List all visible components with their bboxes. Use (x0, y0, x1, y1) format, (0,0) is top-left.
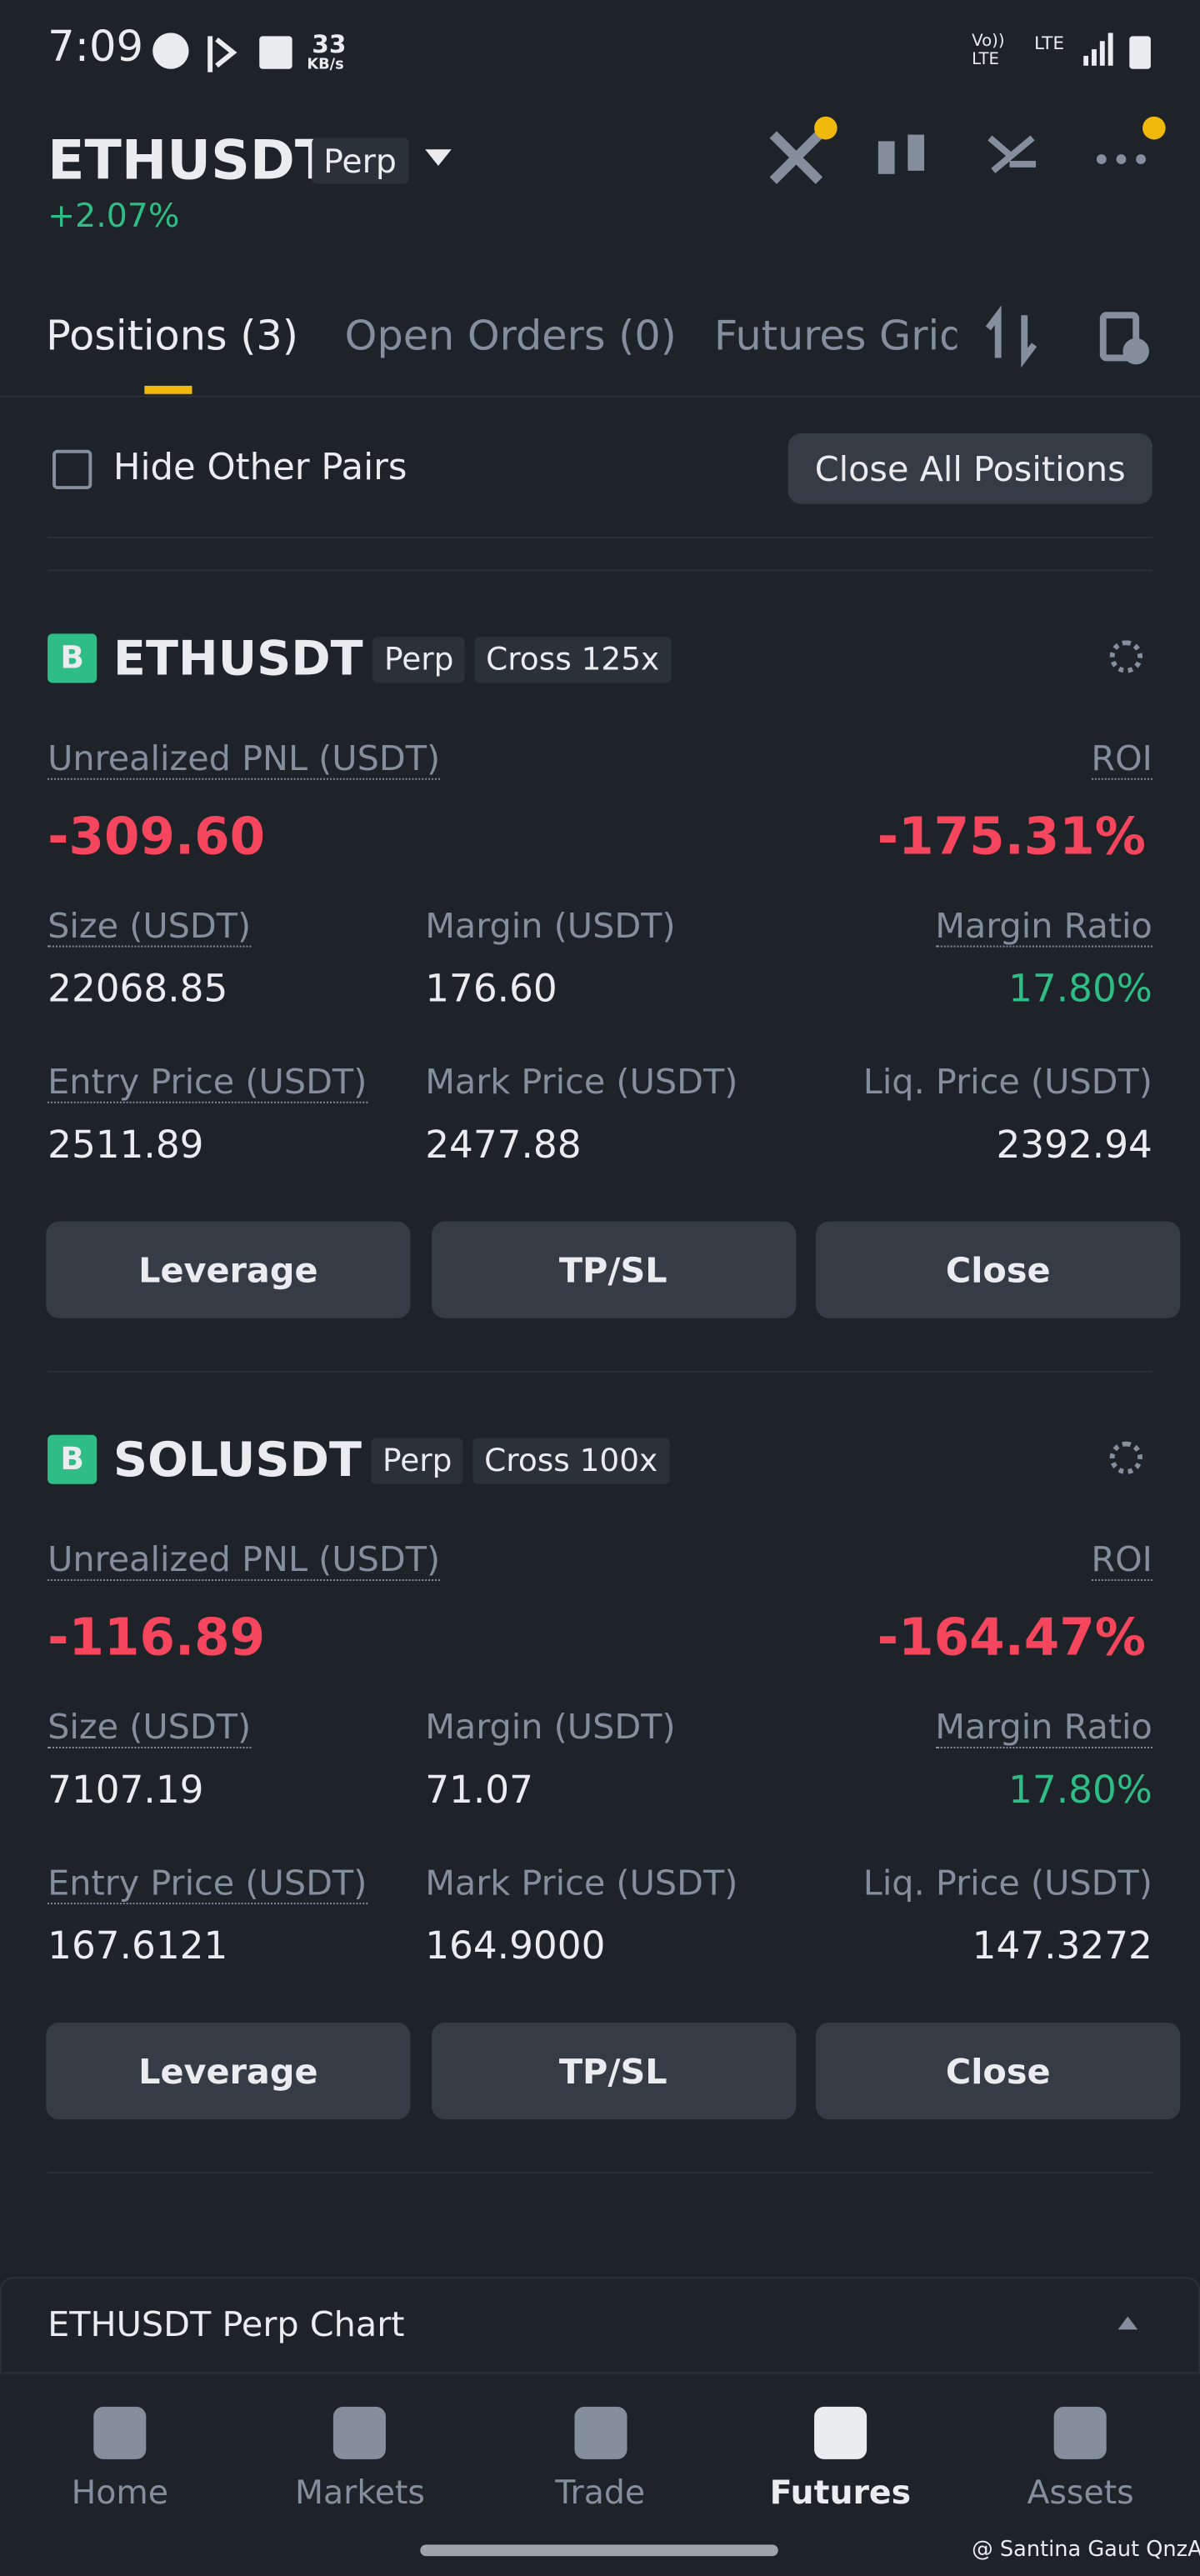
field-value: 2477.88 (425, 1124, 582, 1168)
field-label: Margin Ratio (935, 1707, 1152, 1748)
field-value: 2511.89 (48, 1124, 204, 1168)
field-value: 17.80% (1008, 968, 1152, 1012)
field-label: Margin Ratio (935, 906, 1152, 948)
divider (48, 2172, 1152, 2174)
position-symbol: ETHUSDT (112, 630, 363, 687)
field-value: 147.3272 (972, 1925, 1152, 1968)
checkbox[interactable] (52, 449, 92, 490)
nav-label[interactable]: Home (71, 2472, 168, 2512)
nav-label[interactable]: Assets (1027, 2472, 1134, 2512)
divider (48, 569, 1152, 572)
field-label: Margin (USDT) (425, 1707, 676, 1747)
tab[interactable]: Futures Grid (713, 312, 958, 360)
action-button[interactable]: Leverage (46, 2022, 411, 2120)
action-button[interactable]: Close (816, 1221, 1181, 1318)
status-icons (152, 33, 292, 73)
field-label: ROI (1091, 1539, 1152, 1582)
field-label: Liq. Price (USDT) (862, 1062, 1152, 1102)
pnl-value: -116.89 (48, 1608, 266, 1668)
field-label: Liq. Price (USDT) (862, 1863, 1152, 1903)
nav-icon[interactable] (333, 2406, 387, 2459)
divider (48, 537, 1152, 539)
share-icon[interactable] (1109, 640, 1143, 673)
tab[interactable]: Positions (3) (46, 312, 298, 360)
divider (48, 1370, 1152, 1373)
share-icon[interactable] (1109, 1441, 1143, 1474)
roi-value: -164.47% (877, 1608, 1146, 1668)
field-value: 7107.19 (48, 1769, 204, 1813)
type-tag: Perp (372, 637, 466, 683)
tab-icons[interactable] (985, 305, 1166, 371)
nav-label[interactable]: Markets (294, 2472, 425, 2512)
action-button[interactable]: TP/SL (431, 2022, 796, 2120)
field-label: Entry Price (USDT) (48, 1062, 368, 1103)
network: Vo)) LTE (972, 33, 1005, 69)
nav-icon[interactable] (93, 2406, 147, 2459)
nav-label[interactable]: Futures (769, 2472, 912, 2512)
tab[interactable]: Open Orders (0) (344, 312, 677, 360)
nav-icon[interactable] (573, 2406, 627, 2459)
network: LTE (1034, 33, 1065, 55)
action-button[interactable]: TP/SL (431, 1221, 796, 1318)
field-value: 17.80% (1008, 1769, 1152, 1813)
speed: 33 (312, 29, 347, 59)
nav-icon[interactable] (1054, 2406, 1108, 2459)
nav-label[interactable]: Trade (555, 2472, 646, 2512)
field-label: Entry Price (USDT) (48, 1863, 368, 1905)
nav-icon[interactable] (813, 2406, 867, 2459)
roi-value: -175.31% (877, 808, 1146, 868)
header-icons[interactable] (763, 115, 1173, 197)
time: 7:09 (48, 23, 144, 73)
chart-bar-title: ETHUSDT Perp Chart (48, 2304, 405, 2345)
watermark: @ Santina Gaut QnzA (972, 2538, 1200, 2563)
pnl-value: -309.60 (48, 808, 266, 868)
dropdown[interactable] (423, 148, 452, 168)
action-button[interactable]: Close (816, 2022, 1181, 2120)
side-badge: B (48, 1434, 98, 1484)
field-value: 2392.94 (996, 1124, 1152, 1168)
field-label: ROI (1091, 738, 1152, 780)
position-symbol: SOLUSDT (112, 1431, 362, 1488)
field-label: Mark Price (USDT) (425, 1062, 738, 1102)
field-label: Size (USDT) (48, 1707, 252, 1748)
margin-tag: Cross 100x (472, 1438, 670, 1484)
speed-unit: KB/s (307, 57, 344, 74)
nav-bar (0, 2372, 1200, 2576)
side-badge: B (48, 633, 98, 683)
field-value: 71.07 (425, 1769, 533, 1813)
field-value: 176.60 (425, 968, 558, 1012)
margin-tag: Cross 125x (474, 637, 671, 683)
collapse-arrow[interactable] (1117, 2315, 1140, 2332)
field-value: 22068.85 (48, 968, 228, 1012)
symbol[interactable]: ETHUSDT (48, 128, 332, 193)
hide-other-pairs[interactable]: Hide Other Pairs (112, 448, 408, 490)
field-value: 164.9000 (425, 1925, 606, 1968)
divider (0, 395, 1200, 398)
price-change: +2.07% (48, 195, 180, 235)
type-tag: Perp (371, 1438, 464, 1484)
action-button[interactable]: Leverage (46, 1221, 411, 1318)
field-label: Size (USDT) (48, 906, 252, 948)
close-all-button[interactable]: Close All Positions (788, 433, 1152, 504)
tab-indicator (144, 385, 192, 394)
field-label: Unrealized PNL (USDT) (48, 1539, 441, 1582)
signal-battery (1083, 33, 1151, 69)
symbol-tag: Perp (312, 138, 408, 184)
field-label: Mark Price (USDT) (425, 1863, 738, 1903)
home-indicator (420, 2544, 778, 2557)
field-label: Unrealized PNL (USDT) (48, 738, 441, 780)
field-value: 167.6121 (48, 1925, 228, 1968)
field-label: Margin (USDT) (425, 906, 676, 946)
